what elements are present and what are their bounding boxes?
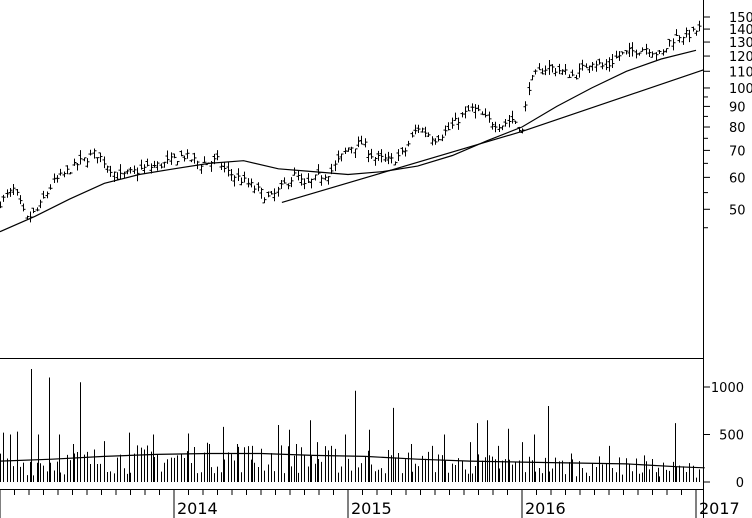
price-moving-average-line [0,49,697,233]
volume-axis: 1000 500 0 [704,381,744,491]
price-tick-label: 100 [729,82,752,97]
price-tick-label: 110 [729,65,752,80]
volume-moving-average-line [0,452,705,469]
trendline [521,69,705,133]
price-panel [0,20,705,233]
price-tick-label: 90 [729,100,746,115]
volume-tick-label: 1000 [711,381,744,396]
price-tick-label: 150 [729,11,752,26]
year-label: 2014 [177,499,218,518]
price-tick-label: 120 [729,50,752,65]
year-label: 2015 [351,499,392,518]
price-tick-label: 70 [729,144,746,159]
price-tick-label: 130 [729,36,752,51]
price-tick-label: 80 [729,121,746,136]
time-axis: 2014 2015 2016 2017 [0,489,740,518]
year-label: 2017 [699,499,740,518]
price-tick-label: 60 [729,171,746,186]
volume-tick-label: 500 [719,429,744,444]
trendline [281,130,523,203]
year-label: 2016 [525,499,566,518]
price-tick-label: 50 [729,203,746,218]
volume-panel [0,368,705,482]
price-tick-label: 140 [729,23,752,38]
volume-tick-label: 0 [736,476,744,491]
